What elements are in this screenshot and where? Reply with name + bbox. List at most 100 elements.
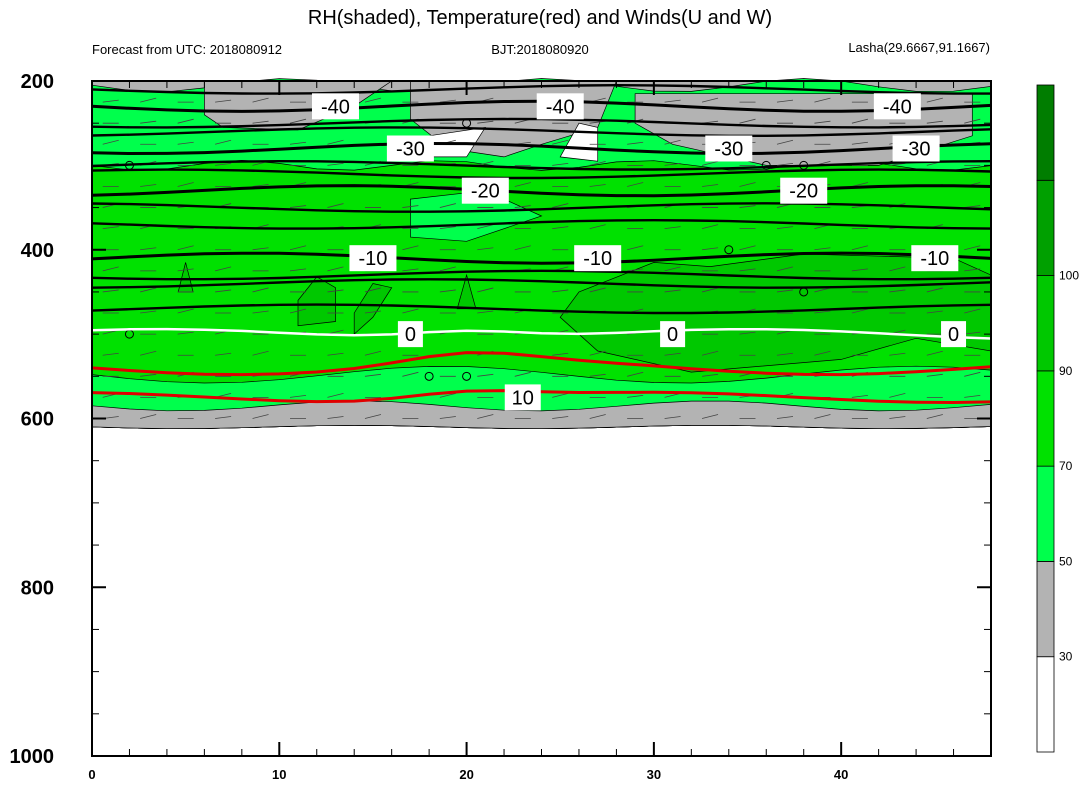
- wind-barb: [664, 266, 681, 272]
- isotherm-line: [91, 351, 992, 377]
- contour-label: -40: [883, 96, 912, 118]
- wind-barb: [289, 308, 307, 314]
- calm-wind-marker: [462, 371, 472, 381]
- wind-barb: [739, 118, 756, 124]
- wind-barb: [552, 416, 569, 419]
- wind-barb: [851, 268, 868, 272]
- contour-label: -30: [714, 139, 743, 161]
- colorbar-swatch: [1036, 561, 1055, 658]
- wind-barb: [252, 120, 269, 124]
- wind-barb: [215, 352, 232, 356]
- chart-title: RH(shaded), Temperature(red) and Winds(U…: [308, 7, 772, 29]
- wind-barb: [964, 395, 981, 398]
- contour-label: -40: [321, 96, 350, 118]
- wind-barb: [327, 162, 344, 166]
- wind-barb: [252, 310, 269, 314]
- wind-barb: [926, 373, 943, 377]
- wind-barb: [889, 266, 906, 272]
- wind-barb: [627, 182, 644, 187]
- wind-barb: [552, 139, 569, 145]
- y-tick-label: 600: [21, 409, 54, 431]
- wind-barb: [140, 373, 157, 377]
- contour-label-box: [911, 245, 959, 272]
- wind-barb: [402, 245, 419, 251]
- isotherm-line: [91, 327, 992, 340]
- wind-barb: [514, 371, 531, 377]
- wind-barb: [776, 139, 794, 145]
- contour-label: -10: [358, 248, 387, 270]
- colorbar-label: 90: [1059, 364, 1073, 378]
- wind-barb: [215, 162, 232, 166]
- isotherm-line: [91, 303, 992, 315]
- wind-barb: [215, 266, 232, 272]
- plot-area: -40 -40 -40 -30 -30 -30 -20 -20 -10 -10 -10 0 0 0 10 0…: [10, 71, 992, 782]
- bjt-time-label: BJT:2018080920: [491, 42, 589, 57]
- wind-barb: [327, 352, 344, 356]
- wind-barb: [851, 118, 868, 124]
- wind-barb: [851, 395, 868, 398]
- wind-barb: [889, 162, 906, 166]
- wind-barb: [327, 289, 344, 293]
- wind-barb: [477, 310, 494, 314]
- wind-barb: [177, 245, 194, 251]
- colorbar-swatch: [1036, 84, 1055, 181]
- contour-label-box: [660, 321, 686, 348]
- wind-barb: [664, 162, 681, 166]
- wind-barb: [289, 395, 307, 398]
- wind-barb: [140, 310, 157, 314]
- wind-barb: [514, 182, 531, 187]
- wind-barb: [926, 414, 943, 419]
- wind-barb: [177, 182, 194, 187]
- contour-label-box: [461, 177, 509, 204]
- wind-barb: [701, 97, 719, 103]
- wind-barb: [926, 287, 943, 293]
- wind-barb: [514, 205, 531, 208]
- wind-barb: [140, 287, 157, 293]
- wind-barb: [702, 247, 719, 251]
- wind-barb: [589, 160, 606, 166]
- wind-barb: [814, 287, 831, 293]
- wind-barb: [364, 287, 382, 293]
- wind-barb: [889, 289, 906, 293]
- wind-barb: [289, 205, 307, 208]
- wind-barb: [327, 139, 344, 145]
- wind-barb: [701, 160, 719, 166]
- y-tick-label: 800: [21, 577, 54, 599]
- colorbar-label: 70: [1059, 459, 1073, 473]
- wind-barb: [289, 141, 307, 145]
- station-label: Lasha(29.6667,91.1667): [848, 40, 990, 55]
- wind-barb: [664, 393, 681, 398]
- isotherm-line: [91, 168, 992, 180]
- colorbar-swatch: [1036, 656, 1055, 753]
- colorbar-label: 50: [1059, 554, 1073, 568]
- wind-barb: [215, 416, 232, 419]
- isotherm-line: [91, 269, 992, 281]
- wind-barb: [140, 184, 157, 187]
- isotherm-line: [91, 184, 992, 198]
- wind-barb: [477, 247, 494, 251]
- wind-barb: [664, 289, 681, 293]
- wind-barb: [439, 289, 456, 293]
- wind-barb: [439, 393, 456, 398]
- wind-barb: [177, 268, 194, 272]
- wind-barb: [364, 350, 382, 356]
- contour-label-box: [386, 135, 434, 162]
- wind-barb: [776, 226, 794, 230]
- wind-barb: [252, 247, 269, 251]
- wind-barb: [776, 289, 794, 293]
- wind-barb: [477, 414, 494, 419]
- x-tick-label: 0: [88, 767, 95, 782]
- contour-label: -30: [902, 139, 931, 161]
- wind-barb: [701, 350, 719, 356]
- wind-barb: [364, 414, 382, 419]
- isotherm-line: [91, 141, 992, 156]
- wind-barb: [552, 226, 569, 230]
- colorbar-swatch: [1036, 465, 1055, 562]
- wind-barb: [439, 416, 456, 419]
- rh-colorbar: 30 50 70 90 100: [1036, 84, 1079, 753]
- wind-barb: [327, 266, 344, 272]
- wind-barb: [252, 350, 269, 356]
- wind-barb: [926, 350, 943, 356]
- wind-barb: [964, 371, 981, 377]
- wind-barb: [739, 268, 756, 272]
